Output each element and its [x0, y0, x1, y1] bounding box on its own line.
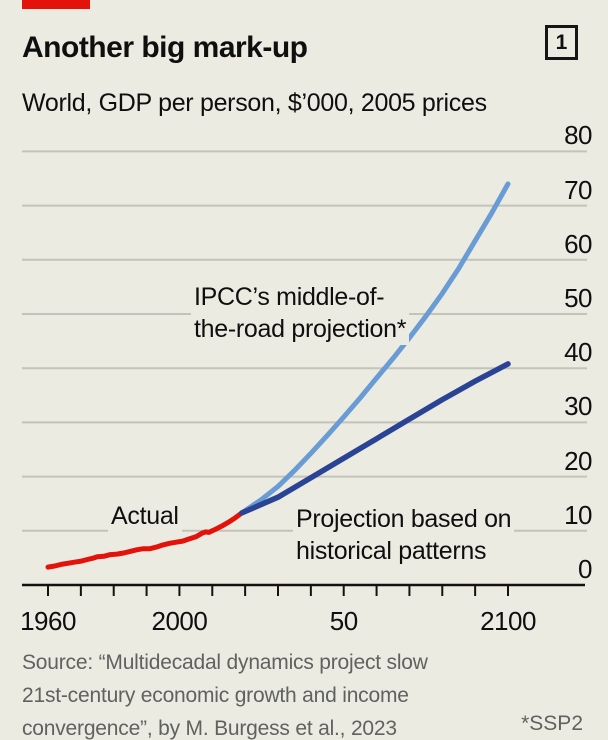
y-axis-label-10: 10: [564, 499, 592, 530]
series-line-1: [239, 181, 511, 516]
figure-number: 1: [555, 30, 568, 54]
figure-number-box: 1: [545, 25, 578, 60]
series-line-0: [45, 510, 245, 570]
y-axis-label-40: 40: [564, 337, 592, 368]
source-line: Source: “Multidecadal dynamics project s…: [22, 651, 428, 674]
brand-accent-bar: [22, 0, 90, 9]
chart-title: Another big mark-up: [22, 31, 308, 64]
x-axis-label-2100: 2100: [480, 606, 536, 636]
y-axis-label-20: 20: [564, 445, 592, 476]
x-axis-label-50: 50: [329, 606, 358, 636]
x-axis-label-2000: 2000: [151, 606, 208, 636]
y-axis-label-0: 0: [578, 554, 592, 584]
y-axis-label-30: 30: [564, 391, 592, 422]
source-line: convergence”, by M. Burgess et al., 2023: [22, 717, 397, 740]
source-note: Source: “Multidecadal dynamics project s…: [22, 646, 428, 740]
y-axis-label-80: 80: [564, 120, 592, 151]
annotation-ipcc-projection: IPCC’s middle-of- the-road projection*: [191, 281, 410, 345]
source-line: 21st-century economic growth and income: [22, 684, 409, 707]
x-axis-label-1960: 1960: [20, 606, 76, 636]
annotation-historical-projection: Projection based on historical patterns: [293, 503, 515, 567]
annotation-actual: Actual: [108, 500, 182, 532]
y-axis-label-60: 60: [564, 228, 592, 259]
footnote-ssp2: *SSP2: [521, 712, 583, 735]
chart-subtitle: World, GDP per person, $’000, 2005 price…: [22, 89, 487, 117]
y-axis-label-50: 50: [564, 283, 592, 313]
y-axis-label-70: 70: [564, 174, 592, 205]
series-line-2: [239, 361, 511, 516]
